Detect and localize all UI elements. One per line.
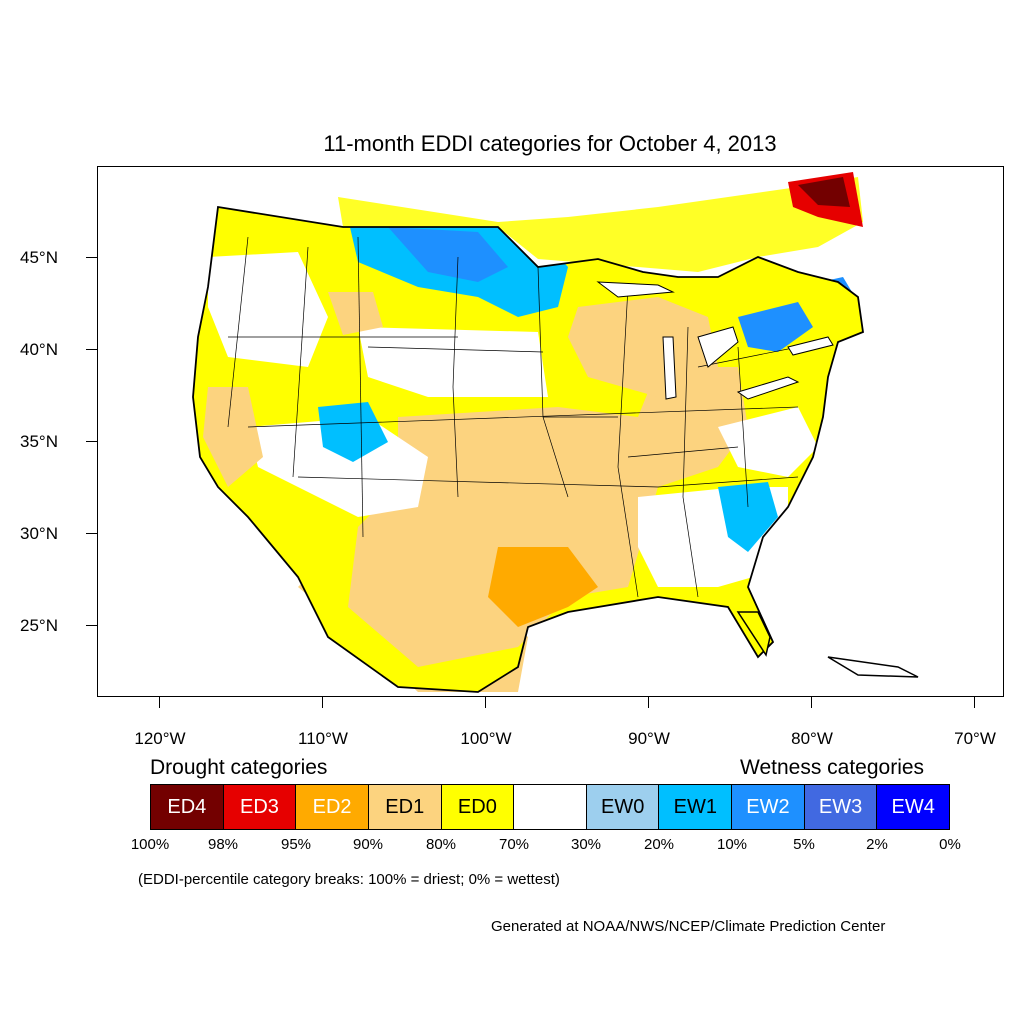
lat-label: 30°N [20, 524, 58, 543]
legend-label-ed1: ED1 [385, 795, 425, 818]
legend-box-ew2: EW2 [732, 785, 805, 829]
percentile-break: 80% [425, 836, 457, 853]
state-lines [227, 236, 799, 598]
north-plains-neutral [358, 327, 548, 397]
legend-label-ew2: EW2 [746, 795, 790, 818]
legend-label-ew0: EW0 [600, 795, 645, 818]
legend-box-ew4: EW4 [877, 785, 950, 829]
legend-label-ed2: ED2 [312, 795, 352, 818]
legend-label-ed3: ED3 [240, 795, 279, 818]
cuba-outline [827, 656, 919, 678]
legend-box-ew0: EW0 [586, 785, 660, 829]
percentile-break: 98% [207, 836, 239, 853]
plains-ed1-region [348, 367, 748, 667]
legend-label-ed4: ED4 [167, 795, 207, 818]
credit-line: Generated at NOAA/NWS/NCEP/Climate Predi… [491, 918, 886, 935]
map-title: 11-month EDDI categories for October 4, … [323, 131, 777, 156]
california-ed1-patch [203, 387, 263, 487]
lat-tick [86, 257, 97, 258]
northeast-wet-patch [738, 302, 813, 352]
legend-label-ed0: ED0 [457, 795, 497, 818]
percentile-break: 100% [130, 836, 170, 853]
lat-label: 25°N [20, 616, 58, 635]
florida-wet-edge [736, 611, 771, 657]
lon-tick [811, 697, 812, 708]
legend-box-ed1: ED1 [368, 785, 442, 829]
wetness-categories-heading: Wetness categories [740, 756, 925, 779]
lat-tick [86, 441, 97, 442]
legend-box-ew3: EW3 [804, 785, 878, 829]
legend-box-ed3: ED3 [223, 785, 297, 829]
lat-tick [86, 533, 97, 534]
lat-tick [86, 349, 97, 350]
lat-label: 45°N [20, 248, 58, 267]
percentile-break: 10% [716, 836, 748, 853]
legend-box-ew1: EW1 [659, 785, 733, 829]
legend-box-ed0: ED0 [441, 785, 515, 829]
great-lakes-ed1-region [568, 297, 718, 397]
country-outline [192, 205, 864, 693]
lon-tick [648, 697, 649, 708]
lon-tick [159, 697, 160, 708]
northern-plains-wet-core [388, 227, 508, 282]
percentile-break: 95% [280, 836, 312, 853]
lat-label: 35°N [20, 432, 58, 451]
great-lakes [596, 281, 834, 400]
lon-tick [322, 697, 323, 708]
percentile-break: 5% [793, 836, 815, 853]
legend-note: (EDDI-percentile category breaks: 100% =… [138, 871, 560, 888]
legend-box-ed2: ED2 [296, 785, 369, 829]
eddi-map [192, 172, 919, 693]
lon-tick [974, 697, 975, 708]
lon-tick [485, 697, 486, 708]
legend-color-bar: ED4 ED3 ED2 ED1 ED0 EW0 EW1 EW2 EW3 EW4 [150, 784, 950, 830]
canada-region [338, 177, 863, 272]
colorado-wet-patch [318, 402, 388, 462]
lon-label: 70°W [954, 729, 996, 748]
pacific-nw-white [208, 252, 328, 367]
lon-label: 120°W [134, 729, 186, 748]
legend-box-ed4: ED4 [151, 785, 224, 829]
percentile-break: 0% [939, 836, 961, 853]
legend-label-ew3: EW3 [818, 795, 863, 818]
lat-tick [86, 625, 97, 626]
legend-label-ew4: EW4 [891, 795, 935, 818]
idaho-ed1-patch [328, 292, 383, 335]
southeast-wet-patch [718, 482, 778, 552]
map-panel [97, 166, 1004, 697]
percentile-break: 20% [643, 836, 675, 853]
canada-extreme-patch [798, 177, 850, 207]
lon-label: 100°W [460, 729, 512, 748]
percentile-break: 30% [570, 836, 602, 853]
drought-categories-heading: Drought categories [150, 756, 328, 779]
lon-label: 90°W [628, 729, 670, 748]
percentile-break: 70% [498, 836, 530, 853]
percentile-break: 2% [866, 836, 888, 853]
legend-box-neutral [514, 785, 587, 829]
texas-ed2-region [488, 547, 598, 627]
lat-label: 40°N [20, 340, 58, 359]
lon-label: 110°W [298, 729, 348, 748]
legend-label-ew1: EW1 [673, 795, 717, 818]
lon-label: 80°W [791, 729, 833, 748]
percentile-break: 90% [352, 836, 384, 853]
